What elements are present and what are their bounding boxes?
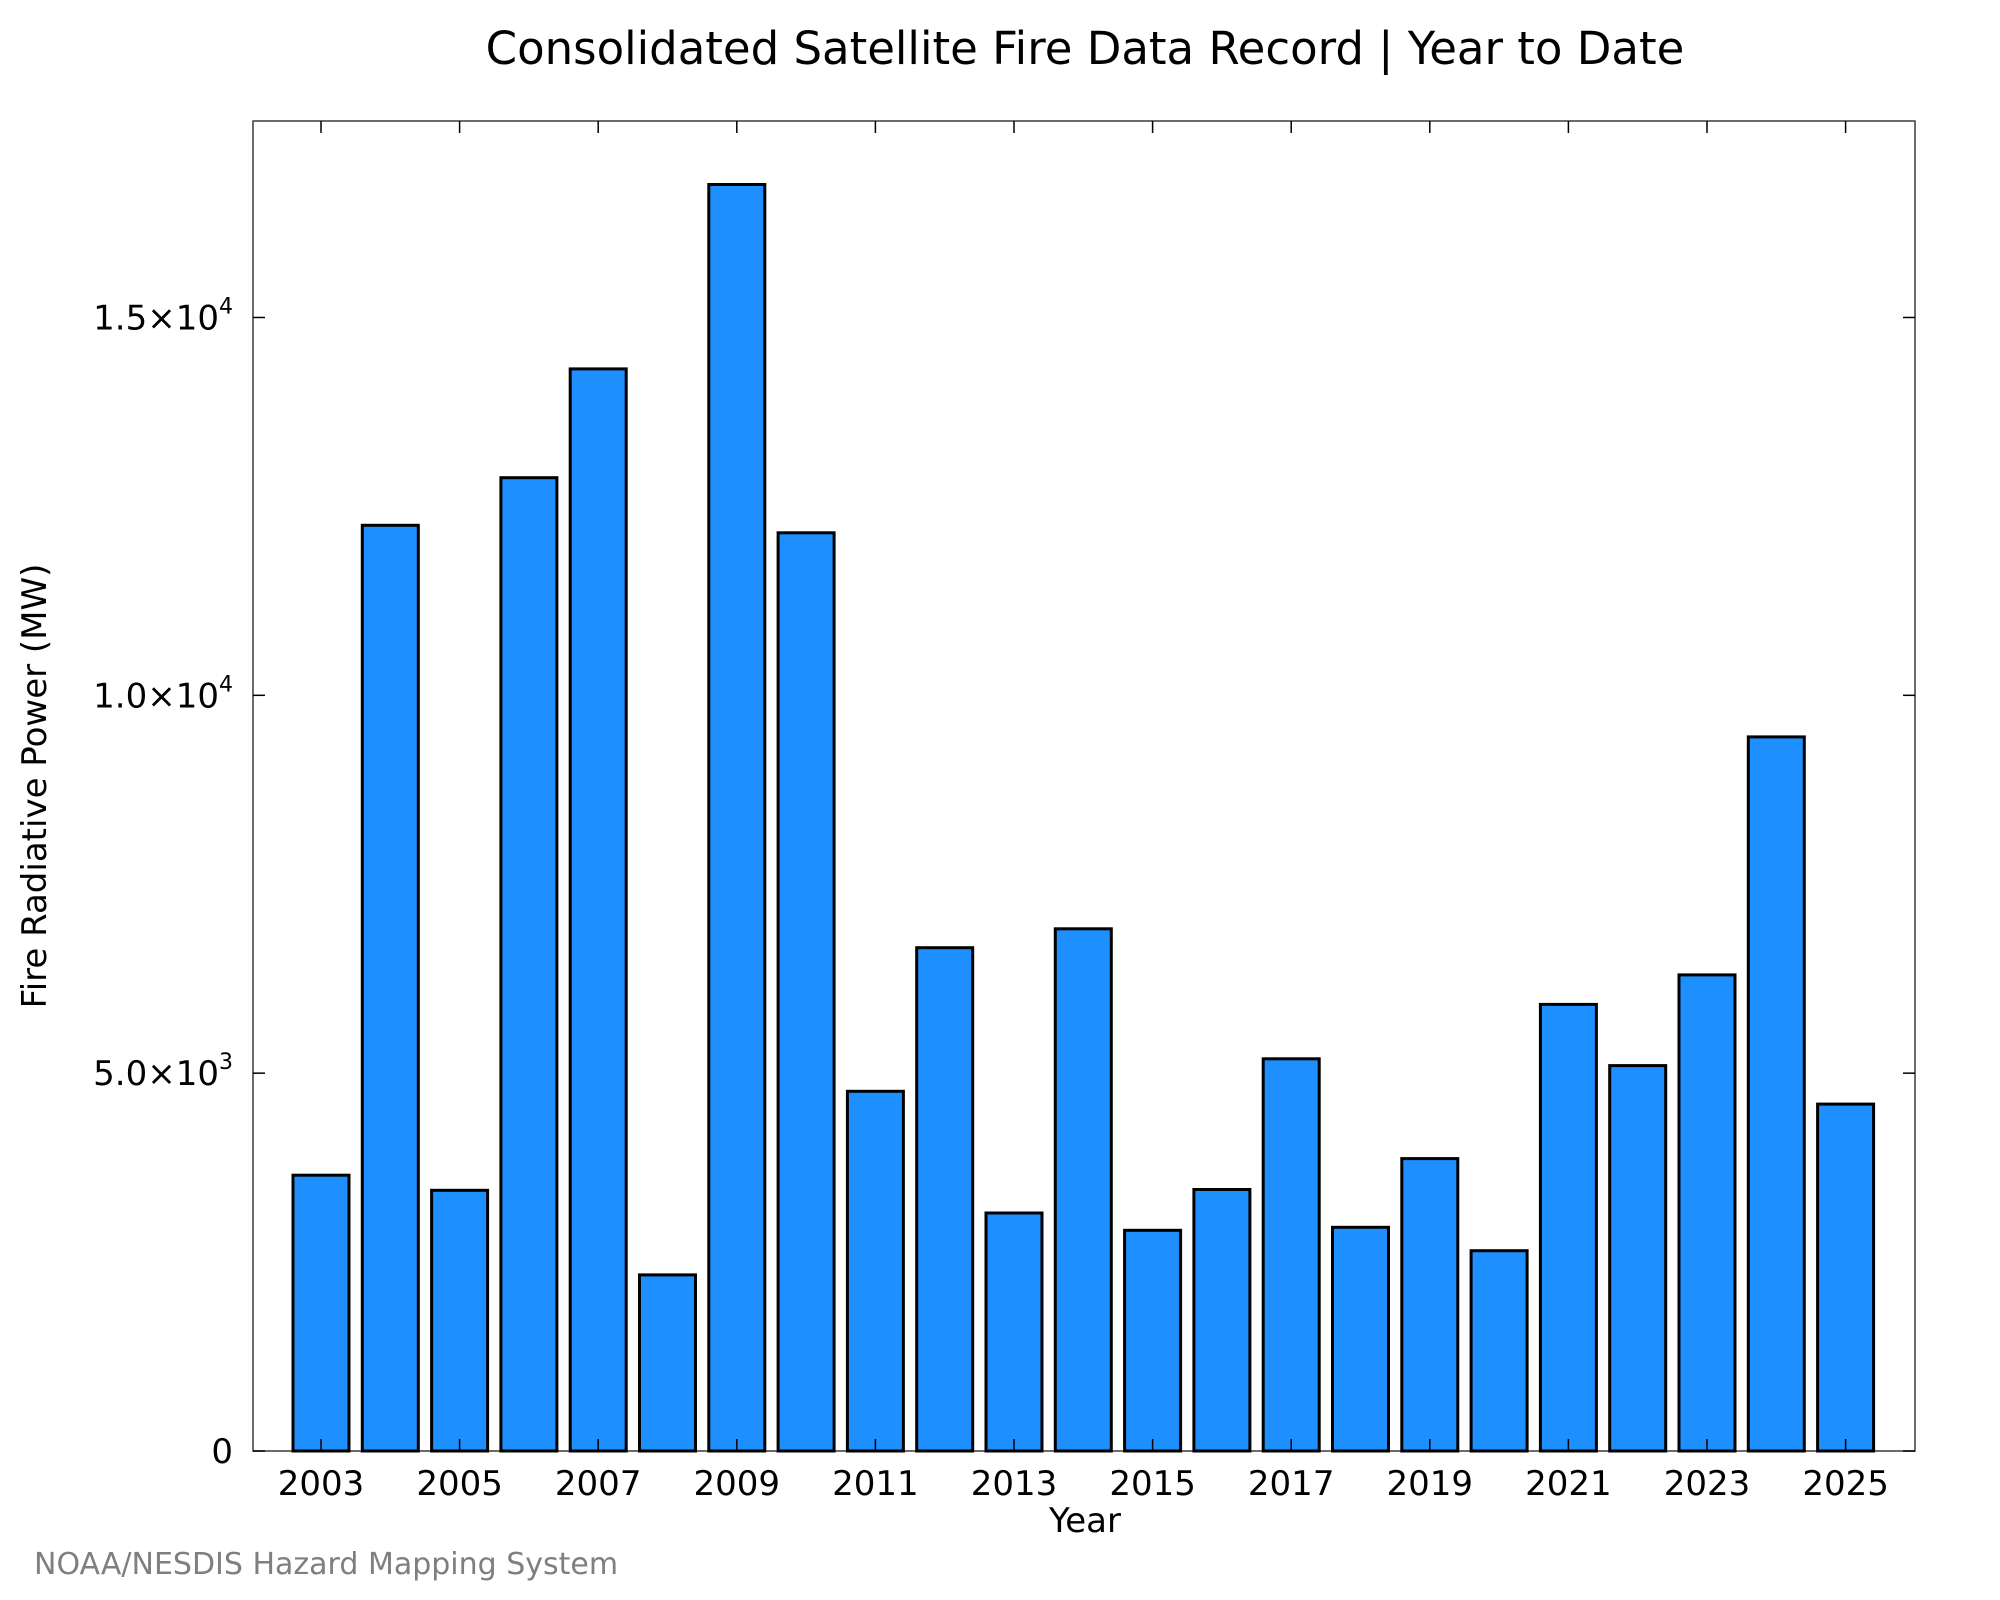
bar-2025 (1816, 1102, 1876, 1453)
x-tick-label-2007: 2007 (555, 1464, 642, 1504)
bar-2021 (1538, 1002, 1598, 1453)
bar-2010 (776, 531, 836, 1453)
bar-2023 (1677, 973, 1737, 1453)
bar-2003 (291, 1173, 351, 1453)
bar-2015 (1123, 1228, 1183, 1453)
y-tick-label-5000: 5.0×103 (93, 1050, 233, 1094)
bar-2016 (1192, 1188, 1252, 1453)
bar-2008 (638, 1273, 697, 1453)
chart-title: Consolidated Satellite Fire Data Record … (486, 22, 1685, 75)
x-tick-label-2009: 2009 (694, 1464, 781, 1504)
bar-group (291, 183, 1876, 1453)
bar-2020 (1469, 1249, 1529, 1453)
bar-2017 (1261, 1057, 1321, 1453)
x-tick-label-2021: 2021 (1525, 1464, 1612, 1504)
bar-2018 (1331, 1225, 1390, 1453)
bar-2004 (360, 523, 420, 1453)
x-tick-label-2005: 2005 (416, 1464, 503, 1504)
bar-2005 (430, 1188, 490, 1453)
x-tick-label-2017: 2017 (1248, 1464, 1335, 1504)
y-tick-label-15000: 1.5×104 (93, 294, 233, 338)
bar-2022 (1608, 1064, 1668, 1453)
bar-2024 (1746, 735, 1806, 1453)
bar-2006 (499, 476, 559, 1453)
y-axis-label: Fire Radiative Power (MW) (15, 564, 55, 1009)
bar-2013 (984, 1211, 1044, 1453)
bar-2019 (1400, 1157, 1460, 1453)
bar-2007 (568, 367, 628, 1453)
x-tick-label-2015: 2015 (1109, 1464, 1196, 1504)
x-tick-label-2023: 2023 (1664, 1464, 1751, 1504)
bar-2011 (845, 1089, 905, 1453)
y-tick-label-10000: 1.0×104 (93, 672, 233, 716)
bar-2012 (915, 946, 975, 1453)
bar-2014 (1053, 927, 1113, 1453)
x-tick-label-2013: 2013 (971, 1464, 1058, 1504)
x-axis: 2003 2005 2007 2009 2011 2013 2015 2017 2019 2021… (278, 121, 1889, 1504)
x-tick-label-2011: 2011 (832, 1464, 919, 1504)
x-tick-label-2019: 2019 (1387, 1464, 1474, 1504)
x-tick-label-2025: 2025 (1802, 1464, 1889, 1504)
x-tick-label-2003: 2003 (278, 1464, 365, 1504)
y-axis: 0 5.0×103 1.0×104 1.5×104 (93, 294, 1915, 1472)
bar-2009 (707, 183, 767, 1453)
y-tick-label-0: 0 (211, 1432, 233, 1472)
x-axis-label: Year (1048, 1501, 1121, 1541)
source-credit: NOAA/NESDIS Hazard Mapping System (34, 1547, 618, 1582)
